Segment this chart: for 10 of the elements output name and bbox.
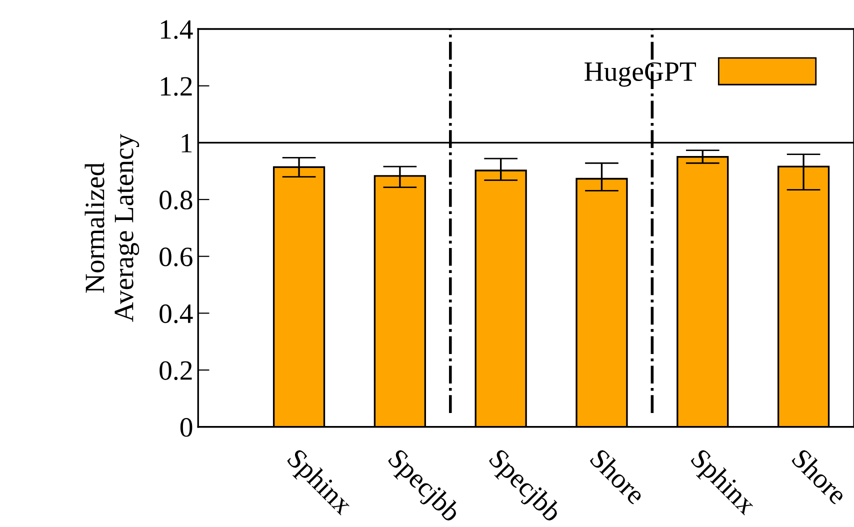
y-tick-label: 1.2 (160, 77, 192, 96)
y-tick-label: 1 (182, 134, 192, 152)
y-axis-title: Normalized Average Latency (84, 134, 140, 322)
y-tick-label: 0 (180, 418, 192, 437)
y-tick-label: 1.4 (160, 20, 193, 40)
y-tick-label: 0.4 (160, 304, 193, 324)
y-tick-label: 0.2 (160, 361, 192, 380)
y-tick-label: 0.6 (160, 248, 192, 266)
y-tick-label: 0.8 (160, 190, 192, 210)
legend-label: HugeGPT (584, 62, 696, 87)
